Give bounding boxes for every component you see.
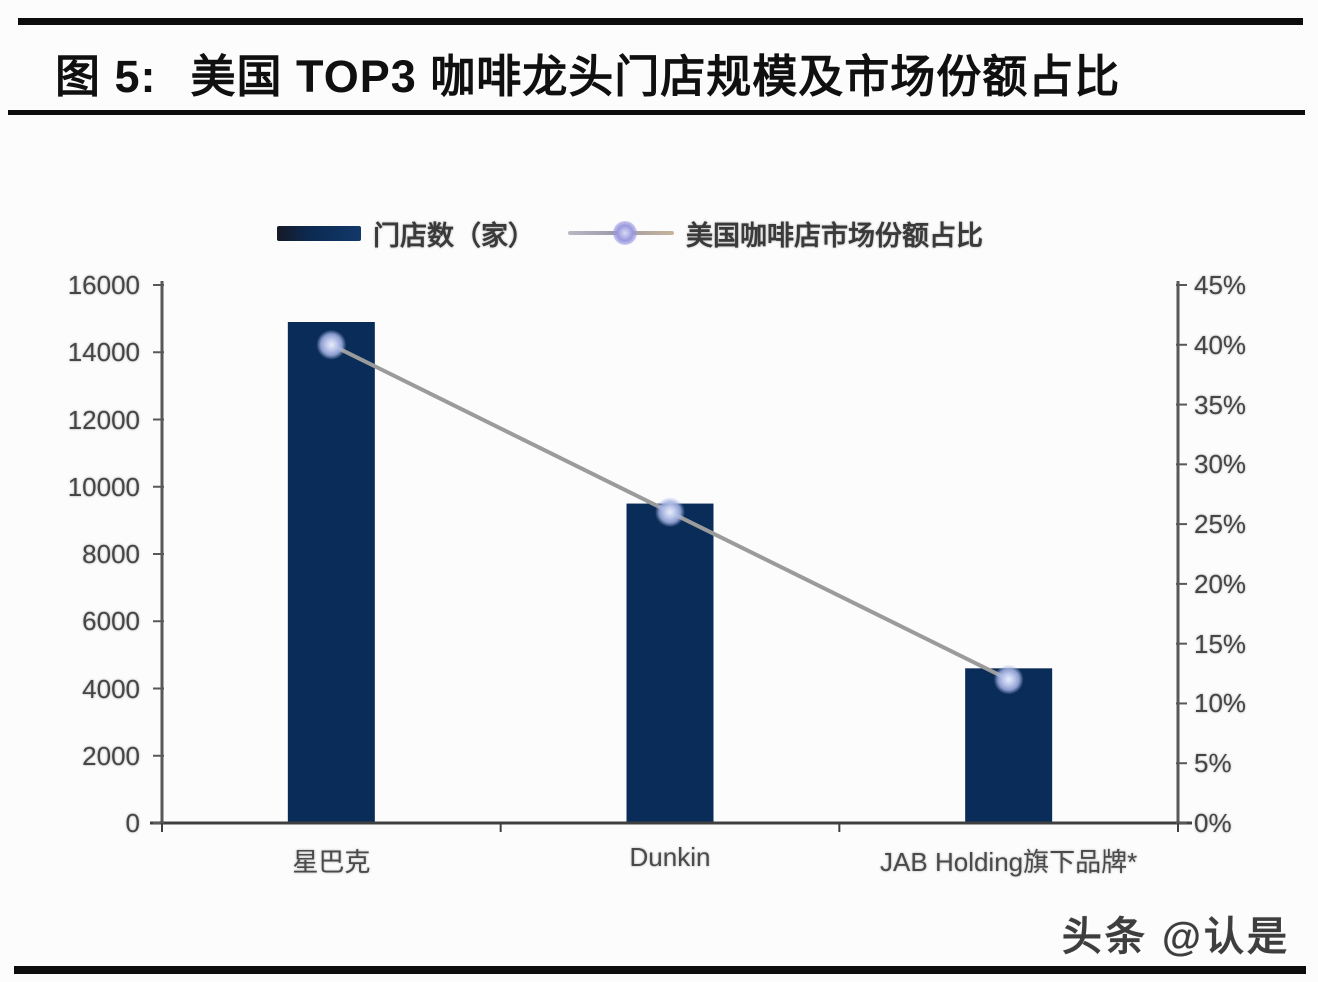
line-legend-sample <box>568 219 674 247</box>
watermark-text: 头条 @认是 <box>1061 915 1290 959</box>
market-share-marker-1 <box>655 497 685 528</box>
title-underline <box>8 110 1305 115</box>
bar-legend-label: 门店数（家） <box>373 220 535 251</box>
right-axis-tick-label: 40% <box>1194 329 1247 360</box>
right-axis-tick-label: 10% <box>1194 688 1247 719</box>
bar-0 <box>287 321 375 823</box>
legend-item-share: 美国咖啡店市场份额占比 <box>568 216 983 251</box>
legend-item-stores: 门店数（家） <box>277 216 535 251</box>
right-axis-tick-label: 35% <box>1194 389 1247 420</box>
left-axis-tick-label: 12000 <box>67 404 140 435</box>
left-axis-tick-label: 2000 <box>82 740 140 771</box>
market-share-marker-2 <box>993 664 1024 695</box>
line-legend-label: 美国咖啡店市场份额占比 <box>686 220 983 251</box>
figure-title-text: 美国 TOP3 咖啡龙头门店规模及市场份额占比 <box>190 51 1121 102</box>
left-axis-tick-label: 0 <box>125 808 140 838</box>
bar-legend-swatch <box>277 225 361 241</box>
right-axis-tick-label: 15% <box>1194 628 1247 659</box>
right-axis-tick-label: 45% <box>1194 270 1247 300</box>
bottom-rule <box>14 966 1306 974</box>
figure-label: 图 5: <box>55 51 157 102</box>
line-legend-marker-icon <box>613 221 637 245</box>
bar-1 <box>626 503 714 823</box>
right-axis-tick-label: 0% <box>1194 808 1232 838</box>
figure-title: 图 5: 美国 TOP3 咖啡龙头门店规模及市场份额占比 <box>55 40 1120 105</box>
left-axis-tick-label: 14000 <box>67 337 140 368</box>
left-axis-tick-label: 8000 <box>82 539 140 569</box>
market-share-marker-0 <box>316 329 347 360</box>
right-axis-tick-label: 20% <box>1194 568 1247 599</box>
left-axis-tick-label: 10000 <box>67 471 140 502</box>
left-axis-tick-label: 6000 <box>82 606 140 637</box>
category-label-0: 星巴克 <box>292 847 371 877</box>
right-axis-tick-label: 25% <box>1194 509 1247 540</box>
category-label-1: Dunkin <box>629 842 711 872</box>
left-axis-tick-label: 16000 <box>67 270 140 300</box>
category-label-2: JAB Holding旗下品牌* <box>880 847 1138 877</box>
right-axis-tick-label: 5% <box>1194 748 1232 779</box>
left-axis-tick-label: 4000 <box>82 673 140 704</box>
right-axis-tick-label: 30% <box>1194 449 1247 480</box>
top-rule <box>18 18 1303 25</box>
